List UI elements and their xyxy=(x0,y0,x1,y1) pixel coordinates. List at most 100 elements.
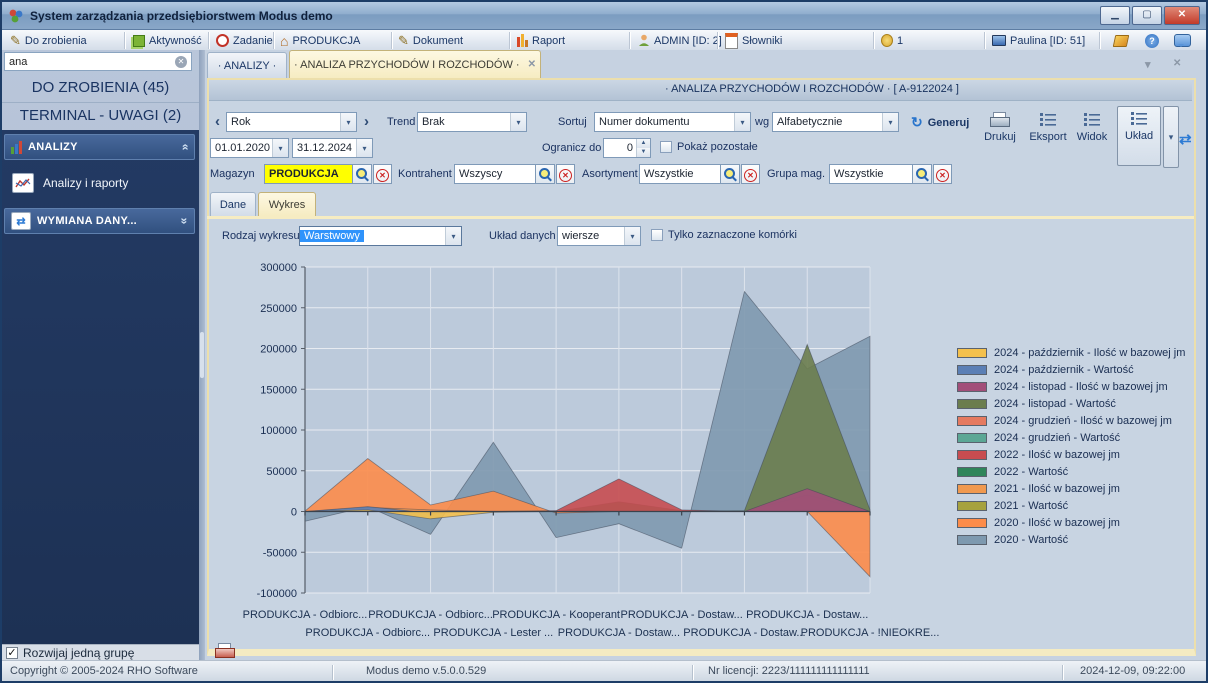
data-layout-select[interactable]: wiersze xyxy=(557,226,641,246)
legend-label: 2024 - październik - Wartość xyxy=(994,363,1134,376)
export-button[interactable]: Eksport xyxy=(1025,108,1071,162)
sort-direction-select[interactable]: Alfabetycznie xyxy=(772,112,899,132)
show-rest-checkbox[interactable] xyxy=(660,141,672,153)
sidebar-item-analizy-i-raporty[interactable]: Analizy i raporty xyxy=(12,168,192,198)
spinner-down-icon[interactable]: ▼ xyxy=(637,148,650,157)
view-button[interactable]: Widok xyxy=(1071,108,1113,162)
chevron-down-icon xyxy=(445,227,461,245)
kontrahent-clear-button[interactable]: ✕ xyxy=(556,164,575,184)
legend-item: 2024 - grudzień - Ilość w bazowej jm xyxy=(957,412,1185,429)
clear-icon: ✕ xyxy=(936,169,949,182)
trend-select[interactable]: Brak xyxy=(417,112,527,132)
sidebar-item-terminal-uwagi[interactable]: TERMINAL - UWAGI (2) xyxy=(2,102,199,131)
tab-analizy[interactable]: · ANALIZY · xyxy=(207,52,287,78)
y-axis-tick-label: 50000 xyxy=(266,466,297,478)
close-button[interactable]: ✕ xyxy=(1164,6,1200,25)
subtab-wykres[interactable]: Wykres xyxy=(258,192,316,216)
grupa-mag-search-button[interactable] xyxy=(912,164,932,184)
show-rest-option[interactable]: Pokaż pozostałe xyxy=(660,141,758,153)
menu-item-paulina[interactable]: Paulina [ID: 51] xyxy=(992,30,1085,51)
asortyment-clear-button[interactable]: ✕ xyxy=(741,164,760,184)
layout-dropdown-button[interactable] xyxy=(1163,106,1179,168)
maximize-button[interactable]: ▢ xyxy=(1132,6,1162,25)
menu-icon-help[interactable]: ? xyxy=(1145,30,1159,51)
menu-icon-theme[interactable] xyxy=(1112,30,1130,51)
legend-item: 2021 - Ilość w bazowej jm xyxy=(957,480,1185,497)
subtab-dane[interactable]: Dane xyxy=(210,192,256,216)
sort-label: Sortuj xyxy=(558,116,587,128)
menu-item-do-zrobienia[interactable]: Do zrobienia xyxy=(10,30,87,51)
period-select[interactable]: Rok xyxy=(226,112,357,132)
status-version: Modus demo v.5.0.0.529 xyxy=(366,665,487,677)
menu-item-zadanie[interactable]: Zadanie xyxy=(216,30,273,51)
tab-strip-close-icon[interactable] xyxy=(1173,58,1181,69)
chat-icon xyxy=(1174,34,1191,47)
menu-item-currency[interactable]: 1 xyxy=(881,30,903,51)
grupa-mag-field[interactable]: Wszystkie xyxy=(829,164,913,184)
tab-analiza-przychodow[interactable]: · ANALIZA PRZYCHODÓW I ROZCHODÓW · xyxy=(289,50,541,78)
title-bar: System zarządzania przedsiębiorstwem Mod… xyxy=(2,2,1206,30)
tab-close-icon[interactable] xyxy=(528,59,536,70)
x-axis-category-label: PRODUKCJA - Odbiorc... xyxy=(305,627,430,639)
minimize-button[interactable]: ▁ xyxy=(1100,6,1130,25)
layered-area-chart: -100000 -50000 0 50000 100000 150000 200000 250… xyxy=(243,262,940,639)
legend-label: 2024 - listopad - Wartość xyxy=(994,397,1116,410)
menu-item-produkcja[interactable]: PRODUKCJA xyxy=(280,30,360,51)
sidebar-group-wymiana-danych[interactable]: WYMIANA DANY... xyxy=(4,208,195,234)
spinner-up-icon[interactable]: ▲ xyxy=(637,139,650,148)
exchange-arrows-icon xyxy=(11,212,31,230)
search-input[interactable]: ana ✕ xyxy=(4,52,192,71)
menu-icon-messages[interactable] xyxy=(1174,30,1191,51)
only-selected-checkbox[interactable] xyxy=(651,229,663,241)
menu-item-admin[interactable]: ADMIN [ID: 2] xyxy=(638,30,722,51)
magazyn-search-button[interactable] xyxy=(352,164,372,184)
magnifier-icon xyxy=(539,168,550,179)
generate-button[interactable]: Generuj xyxy=(911,114,970,131)
menu-item-raport[interactable]: Raport xyxy=(517,30,565,51)
legend-label: 2021 - Wartość xyxy=(994,499,1069,512)
chart-type-select[interactable]: Warstwowy xyxy=(299,226,462,246)
legend-item: 2024 - grudzień - Wartość xyxy=(957,429,1185,446)
chevron-down-icon xyxy=(272,139,288,157)
only-selected-option[interactable]: Tylko zaznaczone komórki xyxy=(651,229,797,241)
magazyn-clear-button[interactable]: ✕ xyxy=(373,164,392,184)
clear-icon: ✕ xyxy=(744,169,757,182)
printer-icon xyxy=(990,112,1010,128)
sidebar-splitter[interactable] xyxy=(199,50,205,660)
kontrahent-field[interactable]: Wszyscy xyxy=(454,164,536,184)
menu-item-aktywnosc[interactable]: Aktywność xyxy=(133,30,202,51)
legend-label: 2021 - Ilość w bazowej jm xyxy=(994,482,1120,495)
list-icon xyxy=(1084,113,1100,126)
next-period-button[interactable]: › xyxy=(364,113,369,130)
menu-item-dokument[interactable]: Dokument xyxy=(398,30,463,51)
magnifier-icon xyxy=(356,168,367,179)
menu-separator xyxy=(509,32,510,49)
menu-separator xyxy=(717,32,718,49)
limit-spinner[interactable]: 0 ▲ ▼ xyxy=(603,138,651,158)
prev-period-button[interactable]: ‹ xyxy=(215,113,220,130)
legend-label: 2022 - Ilość w bazowej jm xyxy=(994,448,1120,461)
menu-item-slowniki[interactable]: Słowniki xyxy=(725,30,782,51)
layout-button[interactable]: Układ xyxy=(1117,106,1161,166)
person-icon xyxy=(639,34,649,46)
clear-search-icon[interactable]: ✕ xyxy=(175,55,187,68)
expand-one-group-checkbox[interactable]: ✓ xyxy=(6,646,18,659)
sidebar-group-analizy[interactable]: ANALIZY xyxy=(4,134,195,160)
asortyment-search-button[interactable] xyxy=(720,164,740,184)
magazyn-field[interactable]: PRODUKCJA xyxy=(264,164,353,184)
kontrahent-search-button[interactable] xyxy=(535,164,555,184)
bar-chart-icon xyxy=(517,34,528,47)
grupa-mag-clear-button[interactable]: ✕ xyxy=(933,164,952,184)
legend-swatch xyxy=(957,517,987,528)
asortyment-field[interactable]: Wszystkie xyxy=(639,164,721,184)
sort-select[interactable]: Numer dokumentu xyxy=(594,112,751,132)
tab-list-dropdown-icon[interactable] xyxy=(1145,58,1151,71)
sidebar-item-do-zrobienia[interactable]: DO ZROBIENIA (45) xyxy=(2,74,199,103)
splitter-handle[interactable] xyxy=(200,332,204,378)
date-from-select[interactable]: 01.01.2020 xyxy=(210,138,289,158)
x-axis-category-label: PRODUKCJA - Odbiorc... xyxy=(243,609,368,621)
refresh-data-icon[interactable] xyxy=(1179,130,1192,148)
date-to-select[interactable]: 31.12.2024 xyxy=(292,138,373,158)
print-button[interactable]: Drukuj xyxy=(977,108,1023,162)
list-icon xyxy=(1040,113,1056,126)
